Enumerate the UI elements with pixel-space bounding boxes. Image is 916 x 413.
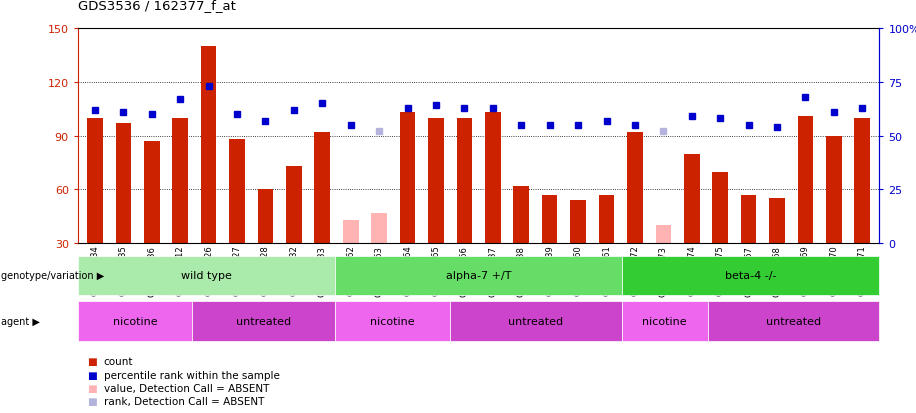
Bar [456,119,473,244]
Text: percentile rank within the sample: percentile rank within the sample [104,370,279,380]
Text: genotype/variation ▶: genotype/variation ▶ [1,271,104,281]
Text: untreated: untreated [508,316,563,326]
Bar [713,172,728,244]
Bar [571,201,586,244]
Bar [399,113,415,244]
Bar [172,119,188,244]
Text: ■: ■ [87,383,97,393]
Bar [798,116,813,244]
Bar [115,124,131,244]
Text: alpha-7 +/T: alpha-7 +/T [446,271,511,281]
Bar [343,221,358,244]
Text: untreated: untreated [236,316,291,326]
Bar [855,119,870,244]
Text: wild type: wild type [181,271,232,281]
Text: rank, Detection Call = ABSENT: rank, Detection Call = ABSENT [104,396,264,406]
Bar [314,133,330,244]
Text: nicotine: nicotine [642,316,687,326]
Text: GDS3536 / 162377_f_at: GDS3536 / 162377_f_at [78,0,235,12]
Text: ■: ■ [87,396,97,406]
Bar [371,213,387,244]
Text: untreated: untreated [766,316,821,326]
Bar [201,47,216,244]
Text: count: count [104,356,133,366]
Bar [144,142,159,244]
Text: value, Detection Call = ABSENT: value, Detection Call = ABSENT [104,383,269,393]
Bar [826,136,842,244]
Bar [87,119,103,244]
Bar [229,140,245,244]
Bar [656,226,671,244]
Bar [286,167,301,244]
Bar [769,199,785,244]
Text: ■: ■ [87,370,97,380]
Bar [257,190,273,244]
Bar [428,119,443,244]
Bar [684,154,700,244]
Text: ■: ■ [87,356,97,366]
Bar [485,113,501,244]
Text: nicotine: nicotine [113,316,158,326]
Bar [741,195,757,244]
Text: nicotine: nicotine [370,316,415,326]
Bar [542,195,558,244]
Bar [599,195,615,244]
Text: beta-4 -/-: beta-4 -/- [725,271,776,281]
Text: agent ▶: agent ▶ [1,316,39,326]
Bar [627,133,643,244]
Bar [514,186,529,244]
